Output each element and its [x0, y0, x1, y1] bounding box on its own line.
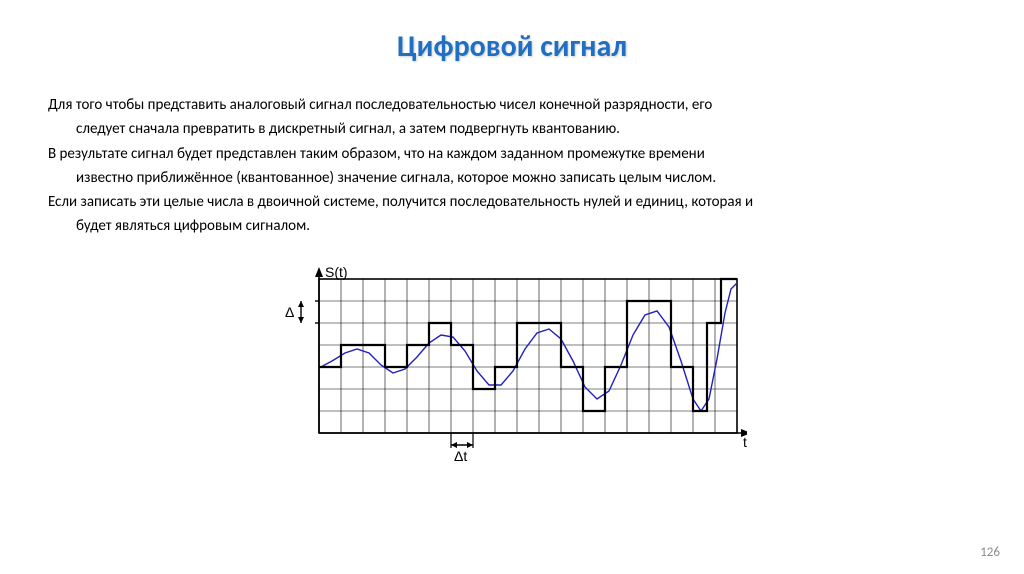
para-3-line-2: будет являться цифровым сигналом. — [48, 216, 976, 236]
svg-text:S(t): S(t) — [325, 265, 348, 280]
svg-text:Δ: Δ — [285, 304, 294, 320]
para-2-line-2: известно приближённое (квантованное) зна… — [48, 168, 976, 188]
svg-text:t: t — [743, 434, 747, 450]
para-3-line-1: Если записать эти целые числа в двоичной… — [48, 192, 976, 212]
quantization-diagram: S(t) t Δ Δt — [277, 265, 747, 465]
para-1-line-2: следует сначала превратить в дискретный … — [48, 119, 976, 139]
svg-text:Δt: Δt — [454, 448, 467, 464]
para-1-line-1: Для того чтобы представить аналоговый си… — [48, 95, 976, 115]
slide-title: Цифровой сигнал — [48, 28, 976, 65]
page-number: 126 — [980, 545, 1000, 560]
para-2-line-1: В результате сигнал будет представлен та… — [48, 144, 976, 164]
